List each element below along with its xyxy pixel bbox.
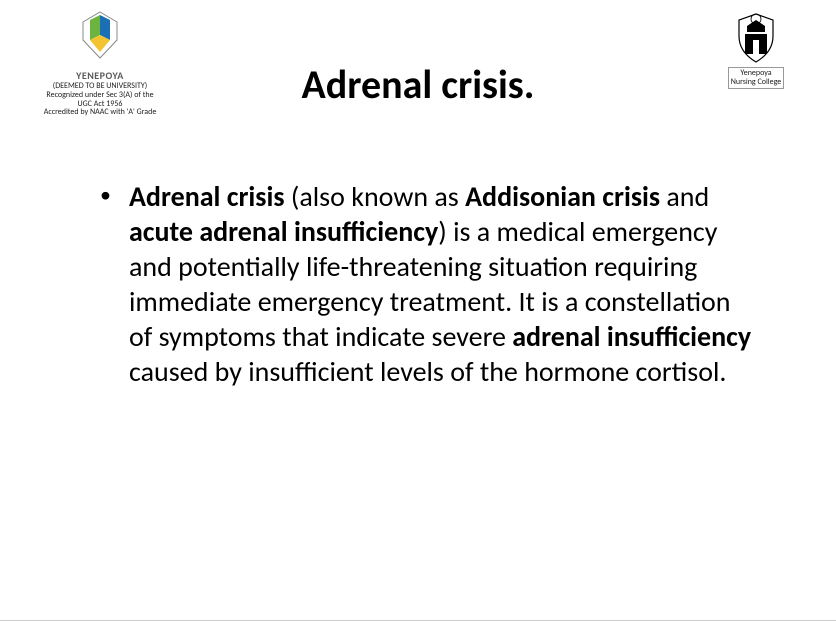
logo-left-line3: Accredited by NAAC with 'A' Grade <box>40 108 160 117</box>
bullet-item: • Adrenal crisis (also known as Addisoni… <box>100 179 756 389</box>
logo-left: YENEPOYA (DEEMED TO BE UNIVERSITY) Recog… <box>40 10 160 117</box>
content-area: • Adrenal crisis (also known as Addisoni… <box>40 179 796 389</box>
logo-right-text: YenepoyaNursing College <box>728 67 785 89</box>
logo-right: YenepoyaNursing College <box>716 10 796 89</box>
nursing-college-logo-icon <box>731 10 781 65</box>
bullet-marker-icon: • <box>100 181 111 209</box>
bullet-text: Adrenal crisis (also known as Addisonian… <box>129 179 756 389</box>
yenepoya-logo-icon <box>75 10 125 65</box>
slide: YENEPOYA (DEEMED TO BE UNIVERSITY) Recog… <box>0 0 836 621</box>
logo-left-line2: Recognized under Sec 3(A) of the UGC Act… <box>40 91 160 109</box>
